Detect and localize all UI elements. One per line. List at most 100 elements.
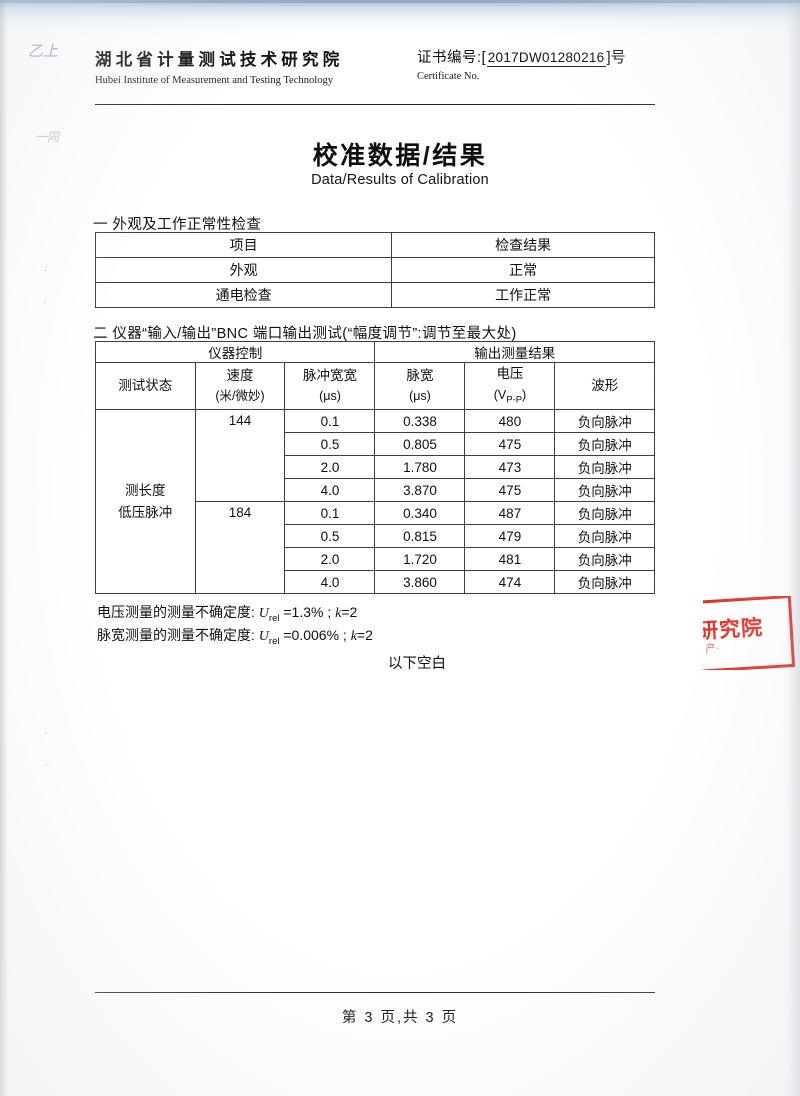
table2-cell-voltage: 479 xyxy=(464,524,556,548)
margin-speck-2: · xyxy=(44,760,47,772)
test-state-line-1: 测长度 xyxy=(125,482,166,498)
table2-cell-pulsewidth-meas: 1.720 xyxy=(374,547,466,571)
voltage-uncertainty-value: =1.3% ; xyxy=(279,604,336,620)
table2-col-header-voltage-name: 电压 xyxy=(496,366,524,382)
table2-cell-test-state: 测长度 低压脉冲 xyxy=(95,409,196,594)
voltage-uncertainty-note: 电压测量的测量不确定度: Urel =1.3% ; k=2 xyxy=(97,602,357,624)
table2-cell-voltage: 473 xyxy=(464,455,556,479)
pulsewidth-uncertainty-value: =0.006% ; xyxy=(279,627,351,643)
table-row: 项目 检查结果 xyxy=(94,232,655,258)
table2-col-header-voltage-unit-tail: ) xyxy=(522,387,527,402)
table2-col-header-speed-name: 速度 xyxy=(226,367,254,383)
appearance-check-table: 项目 检查结果 外观 正常 通电检查 工作正常 xyxy=(94,232,655,308)
table2-cell-speed: 144 xyxy=(194,409,286,502)
page-footer: 第 3 页,共 3 页 xyxy=(341,1010,459,1026)
certificate-number-label-en: Certificate No. xyxy=(417,71,480,82)
pulsewidth-uncertainty-k: k xyxy=(350,629,357,644)
test-state-line-2: 低压脉冲 xyxy=(118,504,173,520)
table2-cell-voltage: 480 xyxy=(464,409,556,433)
seal-text: 研究院 xyxy=(703,616,764,644)
table2-col-header-voltage-unit: (V xyxy=(493,387,507,402)
table-row: 通电检查 工作正常 xyxy=(94,282,655,308)
table1-header-item: 项目 xyxy=(94,232,393,258)
certificate-number-label: 证书编号: xyxy=(417,50,482,66)
header-divider-rule xyxy=(95,104,655,105)
certificate-number-value: 2017DW01280216 xyxy=(486,50,606,67)
table2-col-header-state: 测试状态 xyxy=(95,362,196,410)
scan-top-edge-line xyxy=(0,0,800,3)
table2-cell-pulsewidth-meas: 0.815 xyxy=(374,524,466,548)
table2-cell-pulsewidth-meas: 1.780 xyxy=(374,455,466,479)
table2-cell-waveform: 负向脉冲 xyxy=(554,547,655,571)
table2-group-header-control: 仪器控制 xyxy=(94,341,376,363)
table2-cell-voltage: 487 xyxy=(464,501,556,525)
table2-cell-pulsewidth-meas: 0.805 xyxy=(374,432,466,456)
pulsewidth-uncertainty-symbol: U xyxy=(258,629,269,644)
organization-name-en: Hubei Institute of Measurement and Testi… xyxy=(95,74,334,86)
table-row-column-header: 测试状态 速度 (米/微妙) 脉冲宽宽 (μs) 脉宽 (μs) 电压 (VP-… xyxy=(95,362,655,410)
table2-cell-pulsewidth-meas: 3.860 xyxy=(374,570,466,594)
seal-smudge: 产· xyxy=(704,642,721,656)
table2-group-header-output: 输出测量结果 xyxy=(374,341,655,363)
voltage-uncertainty-k-value: =2 xyxy=(341,604,358,620)
table2-cell-voltage: 475 xyxy=(464,432,556,456)
table1-cell-item: 外观 xyxy=(94,257,393,283)
table2-cell-pulsewidth-set: 4.0 xyxy=(284,478,376,502)
table-row-group-header: 仪器控制 输出测量结果 xyxy=(94,341,655,363)
table2-cell-pulsewidth-set: 0.1 xyxy=(284,501,376,525)
bnc-output-test-table: 仪器控制 输出测量结果 测试状态 速度 (米/微妙) 脉冲宽宽 (μs) 脉宽 … xyxy=(94,341,655,594)
table2-col-header-pulsewidth-set-unit: (μs) xyxy=(319,389,341,403)
document-header: 湖北省计量测试技术研究院 Hubei Institute of Measurem… xyxy=(95,46,655,86)
table2-cell-pulsewidth-set: 2.0 xyxy=(284,455,376,479)
table2-cell-pulsewidth-meas: 0.340 xyxy=(374,501,466,525)
table2-cell-waveform: 负向脉冲 xyxy=(554,570,655,594)
pulsewidth-uncertainty-prefix: 脉宽测量的测量不确定度: xyxy=(97,627,259,643)
blank-below-note: 以下空白 xyxy=(388,656,446,672)
table2-col-header-pulsewidth-set: 脉冲宽宽 (μs) xyxy=(284,362,376,410)
page-subtitle: Data/Results of Calibration xyxy=(311,172,489,188)
certificate-bracket-close: ] xyxy=(606,49,611,66)
table2-cell-pulsewidth-meas: 0.338 xyxy=(374,409,466,433)
section-2-heading: 二 仪器“输入/输出”BNC 端口输出测试(“幅度调节”:调节至最大处) xyxy=(93,326,517,342)
page-title: 校准数据/结果 xyxy=(312,142,488,170)
organization-block: 湖北省计量测试技术研究院 Hubei Institute of Measurem… xyxy=(95,46,395,86)
table2-cell-voltage: 481 xyxy=(464,547,556,571)
table2-cell-waveform: 负向脉冲 xyxy=(554,455,655,479)
table2-cell-waveform: 负向脉冲 xyxy=(554,501,655,525)
margin-handwriting-mark-4: . xyxy=(44,294,47,306)
margin-speck-1: · xyxy=(44,728,47,740)
table1-cell-item: 通电检查 xyxy=(94,282,393,308)
voltage-uncertainty-k: k xyxy=(335,606,342,621)
certificate-bracket-open: [ xyxy=(481,49,486,66)
table-row: 测长度 低压脉冲 144 0.1 0.338 480 负向脉冲 xyxy=(95,409,655,594)
table2-cell-voltage: 475 xyxy=(464,478,556,502)
voltage-uncertainty-prefix: 电压测量的测量不确定度: xyxy=(97,604,259,620)
table2-cell-pulsewidth-set: 0.1 xyxy=(284,409,376,433)
voltage-uncertainty-symbol-sub: rel xyxy=(268,612,280,624)
margin-handwriting-mark-3: : xyxy=(44,262,48,274)
table2-cell-speed: 184 xyxy=(194,501,286,594)
table-row: 4.0 3.860 474 负向脉冲 xyxy=(96,570,655,594)
certificate-number-line: 证书编号: [2017DW01280216] 号 xyxy=(417,46,655,67)
table2-col-header-pulsewidth-set-name: 脉冲宽宽 xyxy=(302,367,357,383)
table2-cell-waveform: 负向脉冲 xyxy=(554,524,655,548)
table2-cell-pulsewidth-set: 0.5 xyxy=(284,432,376,456)
pulsewidth-uncertainty-note: 脉宽测量的测量不确定度: Urel =0.006% ; k=2 xyxy=(97,625,373,647)
table2-col-header-pulsewidth-meas: 脉宽 (μs) xyxy=(374,362,466,410)
section-1-heading: 一 外观及工作正常性检查 xyxy=(93,217,262,233)
pulsewidth-uncertainty-symbol-sub: rel xyxy=(268,635,280,647)
table2-cell-pulsewidth-set: 4.0 xyxy=(284,570,376,594)
table1-header-result: 检查结果 xyxy=(391,232,655,258)
table-row: 4.0 3.870 475 负向脉冲 xyxy=(96,478,655,502)
voltage-uncertainty-symbol: U xyxy=(258,606,269,621)
table2-cell-waveform: 负向脉冲 xyxy=(554,478,655,502)
table2-cell-pulsewidth-set: 0.5 xyxy=(284,524,376,548)
table2-col-header-speed: 速度 (米/微妙) xyxy=(194,362,286,410)
table1-cell-result: 工作正常 xyxy=(391,282,655,308)
table2-col-header-pulsewidth-meas-name: 脉宽 xyxy=(406,367,434,383)
table2-col-header-pulsewidth-meas-unit: (μs) xyxy=(409,389,431,403)
table2-cell-pulsewidth-meas: 3.870 xyxy=(374,478,466,502)
table-row: 2.0 1.720 481 负向脉冲 xyxy=(96,547,655,571)
certificate-number-block: 证书编号: [2017DW01280216] 号 Certificate No. xyxy=(411,46,655,82)
